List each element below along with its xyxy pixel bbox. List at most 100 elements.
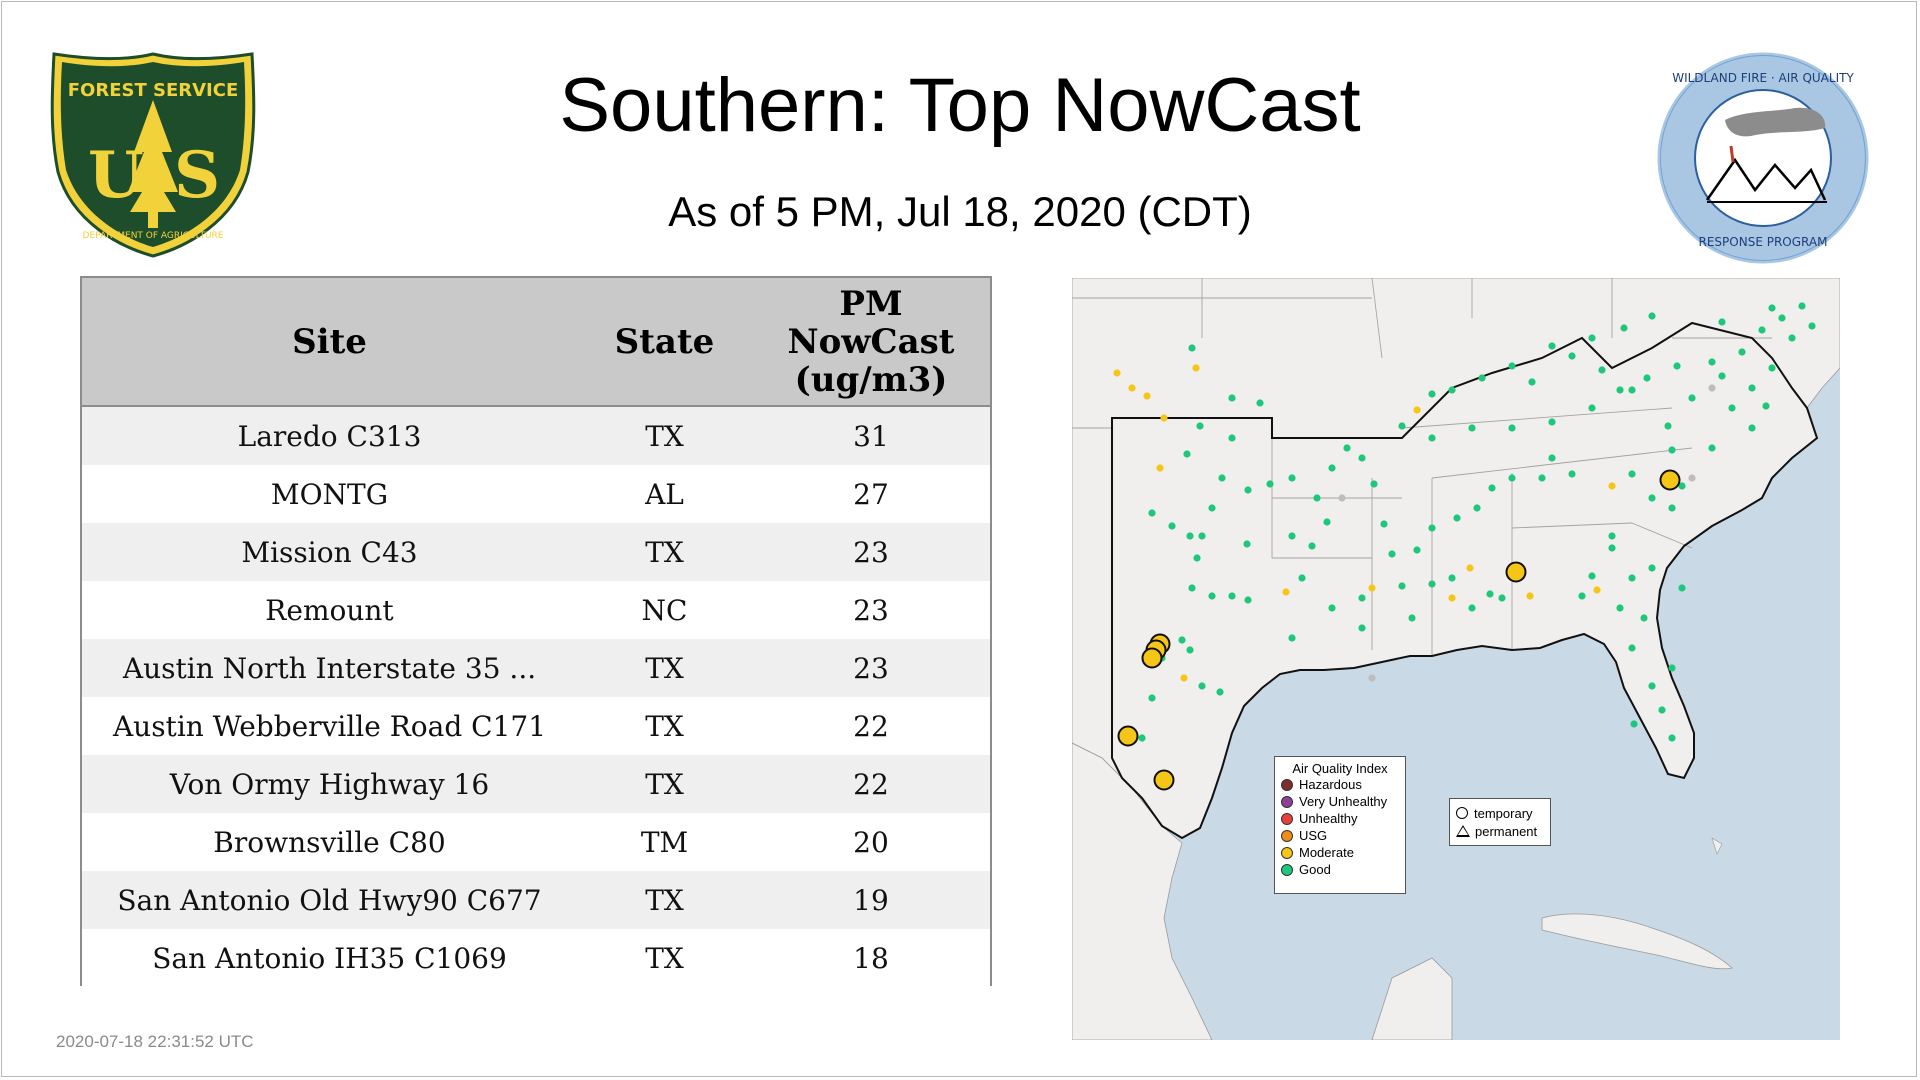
monitor-marker [1244, 486, 1252, 494]
monitor-marker [1628, 470, 1636, 478]
monitor-marker [1718, 372, 1726, 380]
monitor-marker [1748, 424, 1756, 432]
monitor-marker [1453, 514, 1461, 522]
monitor-marker [1758, 326, 1766, 334]
table-row: MONTG AL 27 [82, 465, 990, 523]
monitor-marker [1466, 564, 1474, 572]
legend-item-usg: USG [1275, 827, 1405, 844]
unhealthy-dot-icon [1281, 812, 1293, 825]
monitor-marker [1256, 399, 1264, 407]
generated-timestamp: 2020-07-18 22:31:52 UTC [56, 1032, 254, 1051]
svg-text:FOREST SERVICE: FOREST SERVICE [68, 80, 239, 101]
temporary-monitor-marker [1153, 769, 1175, 791]
monitor-marker [1708, 384, 1716, 392]
monitor-marker [1208, 592, 1216, 600]
monitor-marker [1578, 592, 1586, 600]
monitor-marker [1288, 634, 1296, 642]
monitor-marker [1648, 564, 1656, 572]
monitor-marker [1473, 504, 1481, 512]
monitor-marker [1718, 318, 1726, 326]
monitor-marker [1538, 474, 1546, 482]
monitor-marker [1186, 532, 1194, 540]
monitor-marker [1508, 474, 1516, 482]
monitor-marker [1358, 624, 1366, 632]
monitor-marker [1798, 302, 1806, 310]
monitor-marker [1156, 464, 1164, 472]
monitor-marker [1244, 596, 1252, 604]
monitor-marker [1243, 540, 1251, 548]
table-header-row: Site State PM NowCast (ug/m3) [82, 278, 990, 407]
monitor-marker [1178, 636, 1186, 644]
monitor-marker [1708, 444, 1716, 452]
monitor-marker [1738, 348, 1746, 356]
monitor-marker [1673, 362, 1681, 370]
monitor-marker [1328, 464, 1336, 472]
monitor-marker [1548, 342, 1556, 350]
cell-state: AL [577, 465, 752, 523]
monitor-marker [1358, 594, 1366, 602]
monitor-marker [1640, 614, 1648, 622]
table-row: Mission C43 TX 23 [82, 523, 990, 581]
table-row: Remount NC 23 [82, 581, 990, 639]
monitor-marker [1568, 352, 1576, 360]
monitor-type-legend: temporary permanent [1449, 798, 1551, 846]
monitor-marker [1343, 444, 1351, 452]
monitor-marker [1616, 386, 1624, 394]
monitor-marker [1678, 482, 1686, 490]
monitor-marker [1216, 688, 1224, 696]
legend-item-moderate: Moderate [1275, 844, 1405, 861]
monitor-marker [1608, 532, 1616, 540]
page-title: Southern: Top NowCast [559, 63, 1361, 148]
monitor-marker [1288, 474, 1296, 482]
cell-value: 18 [752, 929, 990, 987]
legend-item-hazardous: Hazardous [1275, 776, 1405, 793]
cell-value: 23 [752, 581, 990, 639]
monitor-marker [1282, 588, 1290, 596]
table-row: San Antonio Old Hwy90 C677 TX 19 [82, 871, 990, 929]
monitor-marker [1313, 494, 1321, 502]
monitor-marker [1628, 644, 1636, 652]
monitor-marker [1428, 390, 1436, 398]
monitor-marker [1388, 550, 1396, 558]
monitor-marker [1588, 572, 1596, 580]
monitor-marker [1568, 470, 1576, 478]
monitor-marker [1498, 594, 1506, 602]
monitor-marker [1808, 322, 1816, 330]
monitor-marker [1368, 584, 1376, 592]
cell-site: Austin Webberville Road C171 [82, 697, 577, 755]
monitor-marker [1688, 394, 1696, 402]
cell-state: TX [577, 406, 752, 465]
monitor-marker [1768, 304, 1776, 312]
monitor-marker [1628, 574, 1636, 582]
monitor-marker [1413, 546, 1421, 554]
page-subtitle: As of 5 PM, Jul 18, 2020 (CDT) [668, 188, 1252, 235]
cell-site: Laredo C313 [82, 406, 577, 465]
monitor-marker [1186, 646, 1194, 654]
monitor-marker [1143, 392, 1151, 400]
cell-state: TX [577, 755, 752, 813]
monitor-marker [1548, 454, 1556, 462]
cell-value: 20 [752, 813, 990, 871]
cell-state: TX [577, 929, 752, 987]
monitor-marker [1380, 520, 1388, 528]
moderate-dot-icon [1281, 846, 1293, 859]
monitor-marker [1588, 334, 1596, 342]
monitor-marker [1508, 362, 1516, 370]
cell-value: 22 [752, 697, 990, 755]
circle-icon [1456, 807, 1468, 819]
cell-value: 31 [752, 406, 990, 465]
monitor-marker [1762, 402, 1770, 410]
monitor-marker [1428, 580, 1436, 588]
monitor-marker [1648, 682, 1656, 690]
air-quality-map [1071, 277, 1841, 1041]
top-nowcast-table: Site State PM NowCast (ug/m3) Laredo C31… [80, 276, 992, 987]
monitor-marker [1548, 418, 1556, 426]
monitor-marker [1778, 314, 1786, 322]
cell-state: TX [577, 523, 752, 581]
monitor-marker [1668, 504, 1676, 512]
monitor-marker [1628, 386, 1636, 394]
cell-value: 23 [752, 639, 990, 697]
cell-site: Brownsville C80 [82, 813, 577, 871]
monitor-marker [1528, 378, 1536, 386]
